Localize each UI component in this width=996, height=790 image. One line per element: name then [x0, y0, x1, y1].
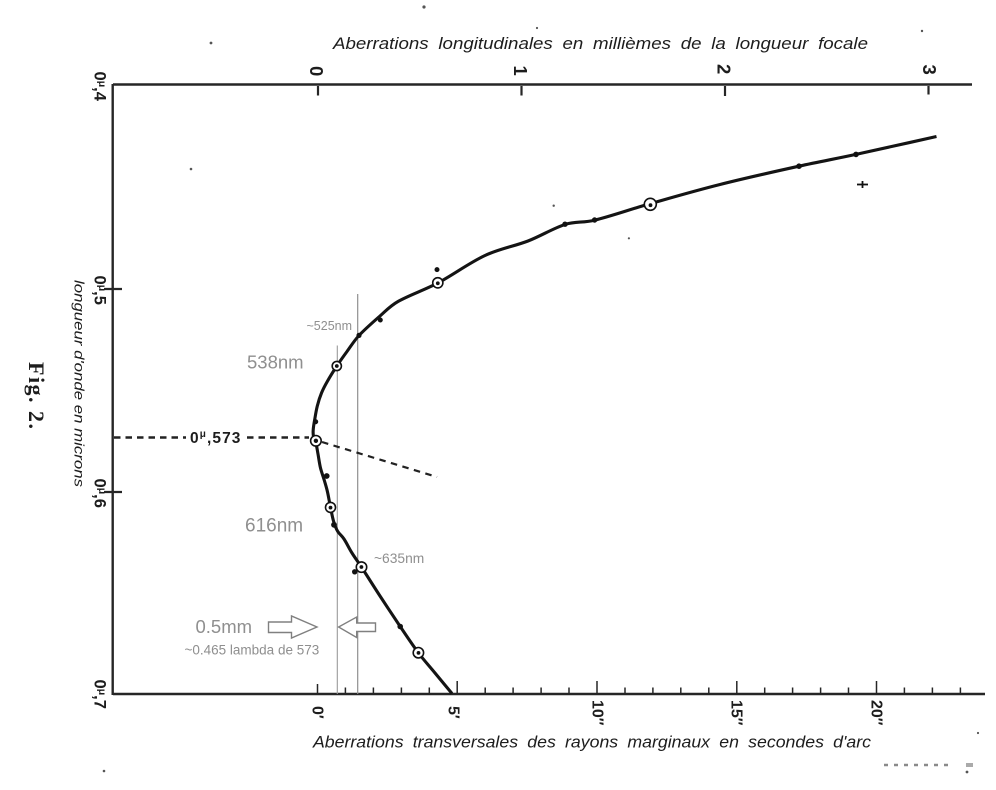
- svg-text:0μ,573: 0μ,573: [190, 429, 242, 447]
- svg-text:0μ,4: 0μ,4: [91, 72, 109, 102]
- svg-text:~0.465 lambda de 573: ~0.465 lambda de 573: [185, 643, 320, 658]
- svg-text:5′: 5′: [445, 706, 462, 719]
- svg-text:~525nm: ~525nm: [307, 319, 353, 333]
- svg-text:Aberrations longitudinales en: Aberrations longitudinales en millièmes …: [332, 35, 868, 53]
- svg-text:1: 1: [510, 66, 531, 76]
- svg-text:3: 3: [919, 65, 940, 75]
- svg-text:2: 2: [713, 64, 734, 74]
- svg-text:0μ,5: 0μ,5: [91, 276, 109, 305]
- svg-text:Aberrations transversales des: Aberrations transversales des rayons mar…: [312, 734, 872, 752]
- svg-text:0.5mm: 0.5mm: [196, 616, 253, 637]
- svg-text:0: 0: [306, 66, 327, 76]
- svg-text:10″: 10″: [588, 700, 605, 726]
- svg-text:~635nm: ~635nm: [374, 551, 424, 566]
- svg-text:0μ,7: 0μ,7: [91, 680, 109, 709]
- svg-text:15″: 15″: [727, 700, 744, 726]
- svg-text:0μ,6: 0μ,6: [91, 479, 109, 508]
- svg-text:616nm: 616nm: [245, 516, 303, 537]
- svg-text:longueur d'onde en microns: longueur d'onde en microns: [72, 280, 87, 487]
- svg-text:538nm: 538nm: [247, 352, 304, 373]
- svg-text:20″: 20″: [867, 700, 884, 726]
- svg-text:0′: 0′: [308, 706, 325, 719]
- svg-text:Fig. 2.: Fig. 2.: [24, 362, 49, 431]
